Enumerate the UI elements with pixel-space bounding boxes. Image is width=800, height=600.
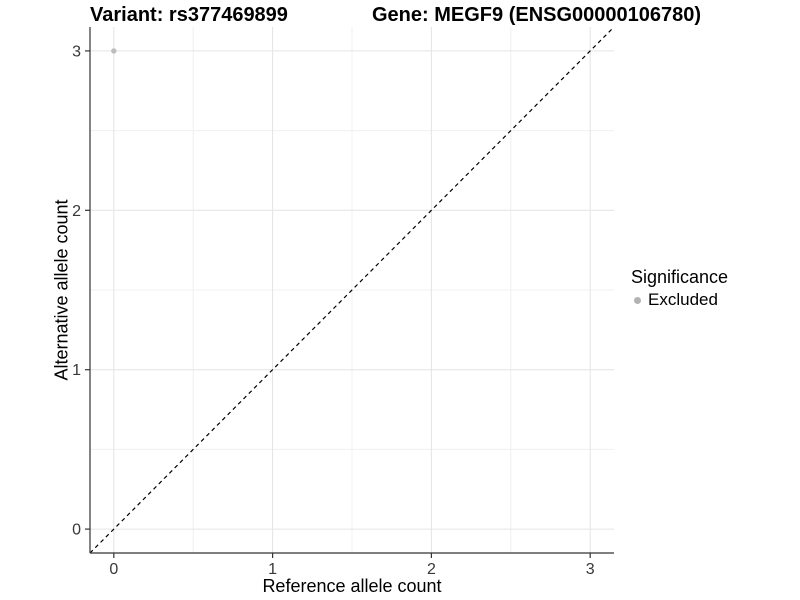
y-tick-label: 1 [72, 362, 81, 379]
legend-point-icon [634, 296, 641, 304]
legend-item-excluded: Excluded [631, 290, 728, 310]
x-axis-title: Reference allele count [262, 576, 442, 596]
legend: Significance Excluded [631, 266, 728, 310]
x-tick-label: 2 [427, 561, 436, 578]
y-tick-label: 0 [72, 522, 81, 539]
x-tick-label: 3 [586, 561, 595, 578]
x-tick-label: 0 [109, 561, 118, 578]
legend-title: Significance [631, 267, 729, 287]
legend-item-label: Excluded [648, 290, 718, 309]
plot-title-variant: Variant: rs377469899 [90, 4, 288, 26]
identity-reference-line [89, 26, 615, 554]
data-point [111, 48, 117, 54]
plot-title-gene: Gene: MEGF9 (ENSG00000106780) [372, 4, 702, 26]
y-tick-label: 2 [72, 203, 81, 220]
x-tick-label: 1 [268, 561, 277, 578]
y-tick-label: 3 [72, 43, 81, 60]
